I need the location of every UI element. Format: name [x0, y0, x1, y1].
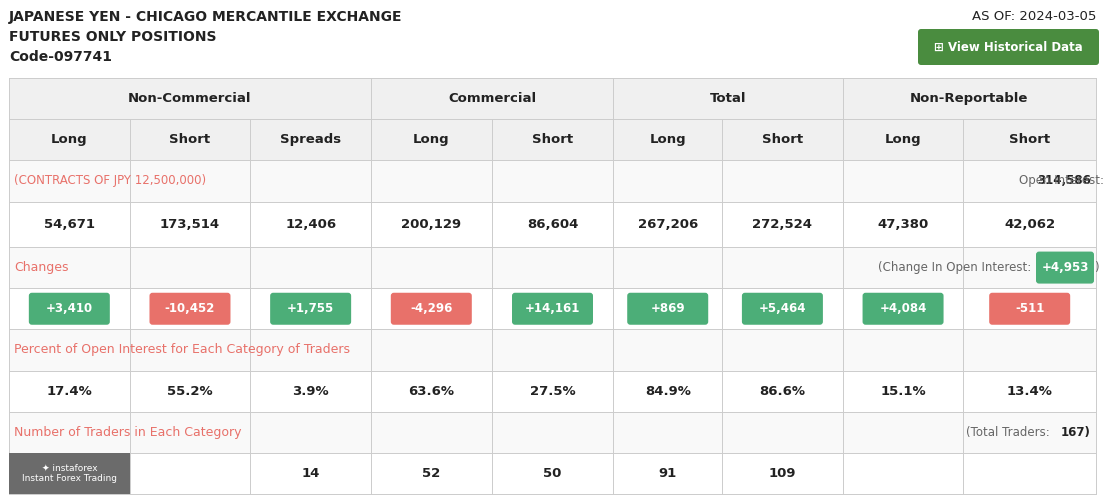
- Text: +5,464: +5,464: [759, 302, 807, 315]
- FancyBboxPatch shape: [29, 293, 109, 325]
- Text: Code-097741: Code-097741: [9, 50, 112, 64]
- Text: 52: 52: [422, 467, 441, 480]
- Text: ⊞ View Historical Data: ⊞ View Historical Data: [934, 41, 1083, 54]
- Text: Commercial: Commercial: [449, 92, 536, 105]
- Text: 200,129: 200,129: [401, 218, 462, 231]
- Bar: [9, 329, 1096, 371]
- Text: 267,206: 267,206: [638, 218, 698, 231]
- Text: 42,062: 42,062: [1004, 218, 1055, 231]
- Text: Long: Long: [51, 133, 87, 146]
- Text: Long: Long: [413, 133, 450, 146]
- Text: 272,524: 272,524: [753, 218, 812, 231]
- Bar: [9, 201, 1096, 247]
- Text: Non-Commercial: Non-Commercial: [128, 92, 252, 105]
- Text: Spreads: Spreads: [280, 133, 341, 146]
- Text: (Change In Open Interest:: (Change In Open Interest:: [878, 261, 1035, 274]
- Text: +14,161: +14,161: [525, 302, 580, 315]
- Text: Total: Total: [709, 92, 746, 105]
- Bar: [9, 371, 1096, 412]
- Text: 3.9%: 3.9%: [293, 384, 329, 398]
- Text: Changes: Changes: [14, 261, 69, 274]
- Bar: [9, 119, 1096, 160]
- Text: Non-Reportable: Non-Reportable: [911, 92, 1029, 105]
- Text: 109: 109: [769, 467, 796, 480]
- Text: Short: Short: [761, 133, 803, 146]
- Text: 91: 91: [659, 467, 677, 480]
- Text: ): ): [1094, 261, 1098, 274]
- Text: Short: Short: [532, 133, 573, 146]
- Text: +3,410: +3,410: [45, 302, 93, 315]
- Text: Long: Long: [885, 133, 922, 146]
- FancyBboxPatch shape: [391, 293, 472, 325]
- Text: Long: Long: [650, 133, 686, 146]
- Text: JAPANESE YEN - CHICAGO MERCANTILE EXCHANGE: JAPANESE YEN - CHICAGO MERCANTILE EXCHAN…: [9, 10, 402, 24]
- Text: Open Interest:: Open Interest:: [1019, 175, 1105, 187]
- FancyBboxPatch shape: [741, 293, 823, 325]
- Text: 173,514: 173,514: [160, 218, 220, 231]
- Text: +4,953: +4,953: [1041, 261, 1088, 274]
- FancyBboxPatch shape: [270, 293, 351, 325]
- Text: 27.5%: 27.5%: [529, 384, 576, 398]
- Text: +4,084: +4,084: [880, 302, 927, 315]
- Text: Percent of Open Interest for Each Category of Traders: Percent of Open Interest for Each Catego…: [14, 343, 350, 357]
- Text: 12,406: 12,406: [285, 218, 336, 231]
- FancyBboxPatch shape: [918, 29, 1099, 65]
- Text: ✦ instaforex
Instant Forex Trading: ✦ instaforex Instant Forex Trading: [22, 464, 117, 483]
- FancyBboxPatch shape: [863, 293, 944, 325]
- Bar: [9, 453, 129, 494]
- Text: 63.6%: 63.6%: [409, 384, 454, 398]
- Bar: [9, 78, 1096, 119]
- Bar: [9, 412, 1096, 453]
- Text: 54,671: 54,671: [44, 218, 95, 231]
- FancyBboxPatch shape: [989, 293, 1071, 325]
- Text: +869: +869: [651, 302, 685, 315]
- Text: (Total Traders:: (Total Traders:: [966, 426, 1053, 439]
- Text: 14: 14: [302, 467, 319, 480]
- Text: Short: Short: [169, 133, 211, 146]
- Bar: [9, 453, 1096, 494]
- Text: 50: 50: [544, 467, 561, 480]
- Text: -4,296: -4,296: [410, 302, 452, 315]
- Text: 47,380: 47,380: [877, 218, 928, 231]
- Text: 15.1%: 15.1%: [881, 384, 926, 398]
- Text: 167): 167): [1061, 426, 1091, 439]
- Text: 55.2%: 55.2%: [167, 384, 213, 398]
- Text: 314,586: 314,586: [1038, 175, 1091, 187]
- Text: -511: -511: [1015, 302, 1044, 315]
- Text: 84.9%: 84.9%: [645, 384, 691, 398]
- FancyBboxPatch shape: [1036, 251, 1094, 284]
- Text: (CONTRACTS OF JPY 12,500,000): (CONTRACTS OF JPY 12,500,000): [14, 175, 207, 187]
- Text: 86,604: 86,604: [527, 218, 578, 231]
- FancyBboxPatch shape: [149, 293, 231, 325]
- Text: Number of Traders in Each Category: Number of Traders in Each Category: [14, 426, 242, 439]
- Text: +1,755: +1,755: [287, 302, 335, 315]
- FancyBboxPatch shape: [512, 293, 593, 325]
- Bar: [9, 247, 1096, 288]
- Text: 86.6%: 86.6%: [759, 384, 806, 398]
- Text: 17.4%: 17.4%: [46, 384, 92, 398]
- Bar: [9, 288, 1096, 329]
- Text: Short: Short: [1009, 133, 1050, 146]
- Bar: [9, 160, 1096, 201]
- Text: 13.4%: 13.4%: [1007, 384, 1053, 398]
- Text: FUTURES ONLY POSITIONS: FUTURES ONLY POSITIONS: [9, 30, 217, 44]
- Text: AS OF: 2024-03-05: AS OF: 2024-03-05: [971, 10, 1096, 23]
- Text: 54: 54: [60, 467, 78, 480]
- FancyBboxPatch shape: [628, 293, 708, 325]
- Text: -10,452: -10,452: [165, 302, 215, 315]
